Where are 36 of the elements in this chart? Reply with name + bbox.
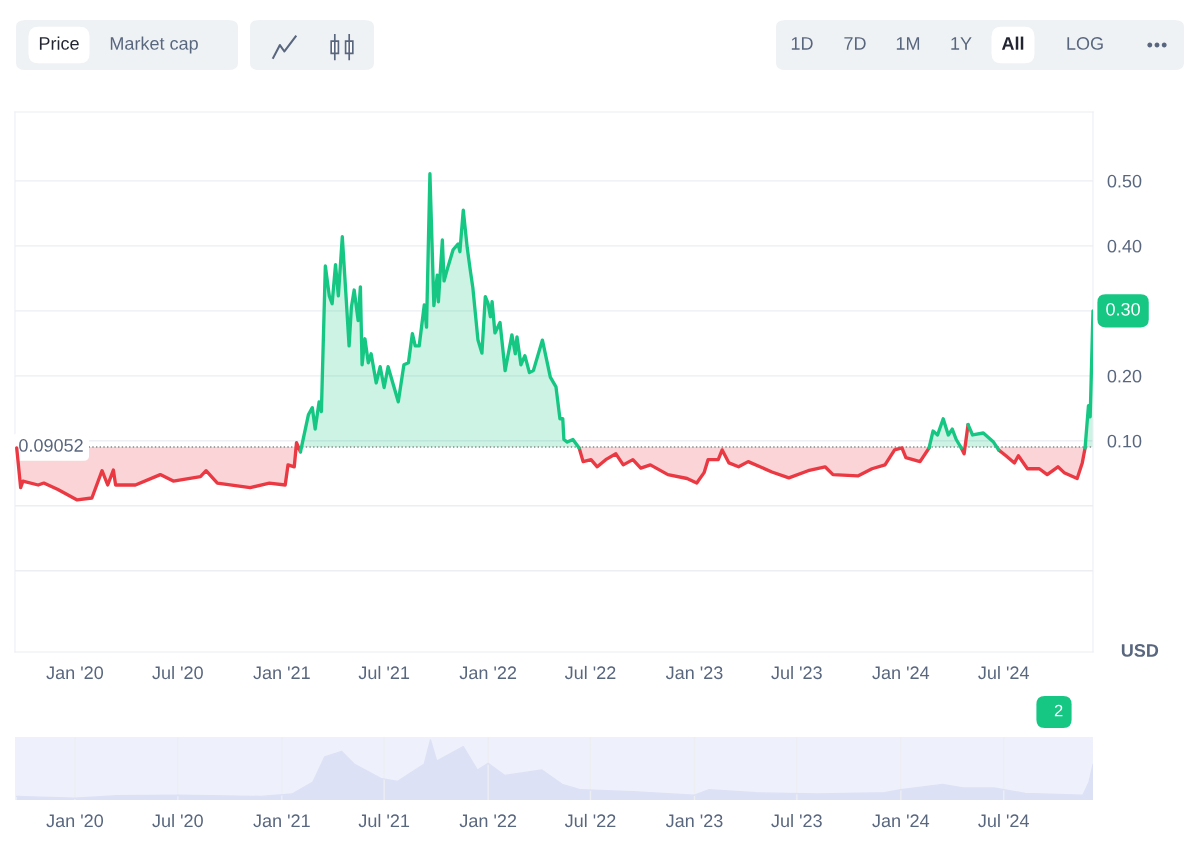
text: 2 [1054, 704, 1063, 717]
x-tick-label: Jan '22 [459, 814, 517, 828]
ref-line-label: 0.09052 [19, 439, 83, 452]
x-tick-label: Jul '20 [152, 813, 203, 828]
x-tick-label: Jan '23 [665, 814, 723, 828]
y-tick-label: 0.10 [1107, 434, 1142, 448]
x-tick-label: Jul '22 [564, 665, 616, 680]
text: 1M [896, 37, 920, 50]
annotation: 0.30 [1106, 302, 1140, 316]
x-tick-label: Jan '21 [253, 814, 310, 828]
x-tick-label: Jul '20 [152, 665, 203, 680]
x-tick-label: Jul '24 [978, 665, 1029, 680]
x-tick-label: Jan '20 [46, 666, 104, 680]
x-tick-label: Jan '20 [46, 814, 104, 828]
x-tick-label: Jan '23 [665, 666, 723, 680]
x-tick-label: Jul '22 [564, 813, 616, 828]
x-tick-label: Jul '23 [771, 665, 822, 680]
text: All [1001, 36, 1024, 50]
x-tick-label: Jul '24 [978, 813, 1029, 828]
x-tick-label: Jan '24 [872, 666, 930, 680]
y-tick-label: 0.20 [1107, 369, 1142, 383]
y-axis-title: USD [1121, 644, 1159, 657]
text: Price [39, 36, 79, 50]
text: LOG [1067, 37, 1103, 50]
y-tick-label: 0.40 [1107, 239, 1142, 253]
text: 1Y [951, 37, 972, 50]
x-tick-label: Jan '24 [872, 814, 930, 828]
text: 7D [844, 37, 866, 50]
x-tick-label: Jan '21 [253, 666, 310, 680]
x-tick-label: Jan '22 [459, 666, 517, 680]
x-tick-label: Jul '21 [358, 665, 410, 680]
y-tick-label: 0.50 [1107, 174, 1142, 188]
x-tick-label: Jul '23 [771, 813, 822, 828]
text: Market cap [110, 36, 198, 54]
text: 1D [791, 37, 813, 50]
x-tick-label: Jul '21 [358, 813, 410, 828]
